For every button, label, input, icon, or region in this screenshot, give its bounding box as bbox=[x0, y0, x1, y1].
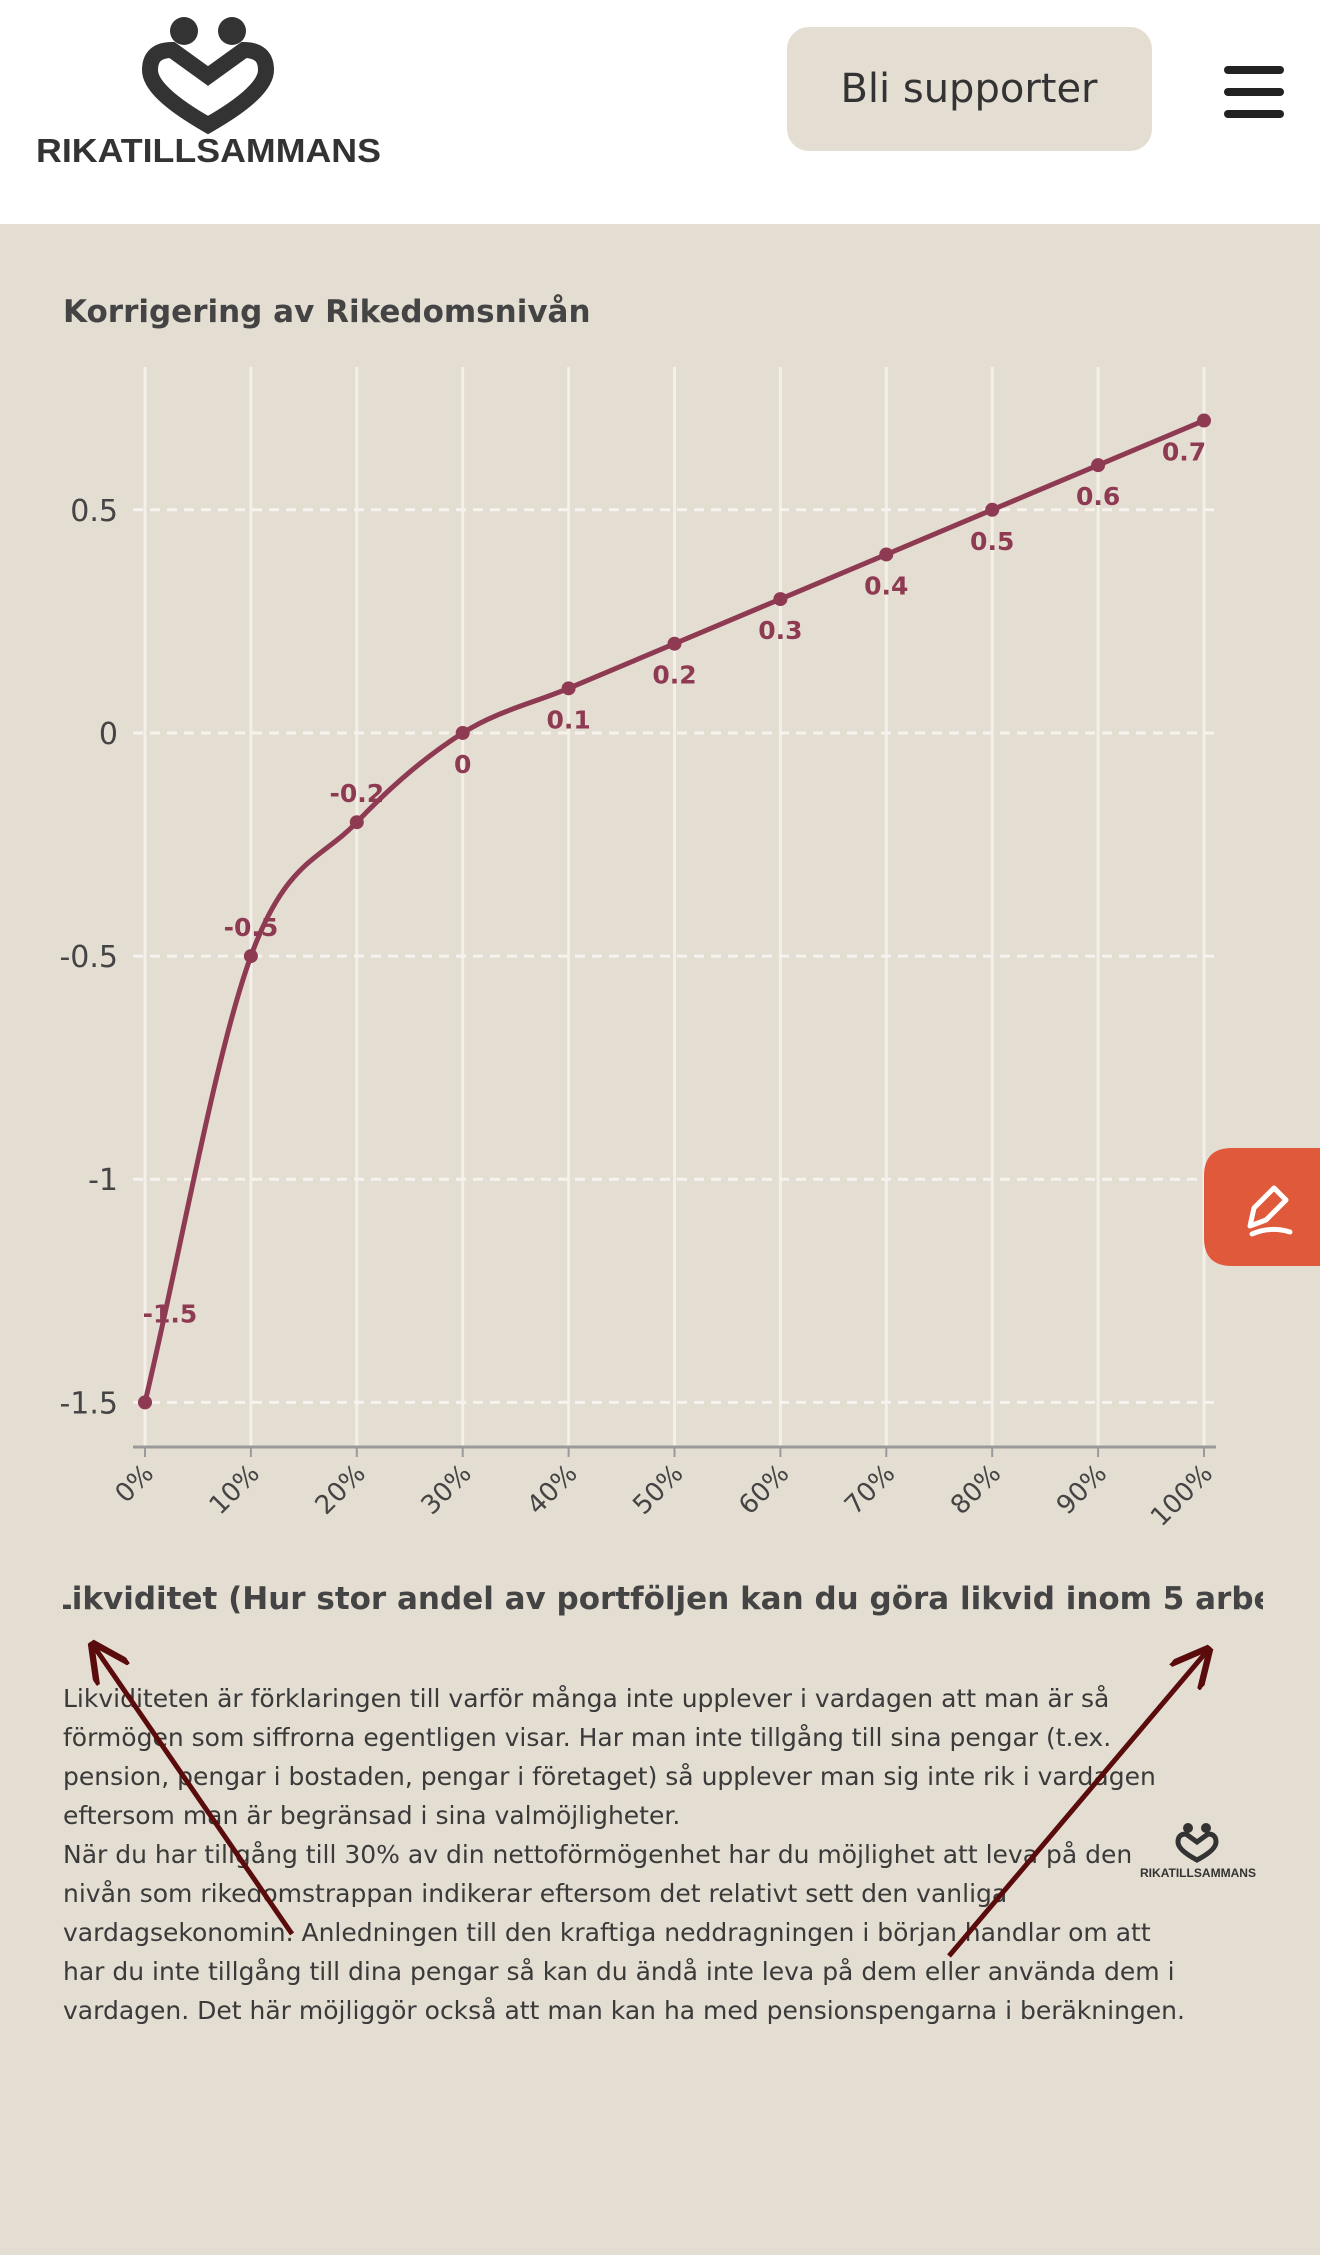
edit-button[interactable] bbox=[1204, 1148, 1320, 1266]
data-label: 0.1 bbox=[546, 705, 590, 734]
annotation-arrow bbox=[93, 1645, 295, 1936]
data-point bbox=[243, 949, 258, 964]
data-point bbox=[879, 547, 894, 562]
data-point bbox=[773, 592, 788, 607]
y-tick-label: 0 bbox=[99, 717, 118, 752]
data-point bbox=[1197, 413, 1211, 428]
paragraph-line: vardagsekonomin. Anledningen till den kr… bbox=[63, 1918, 1151, 1947]
chart-title: Korrigering av Rikedomsnivån bbox=[63, 294, 591, 330]
paragraph-line: nivån som rikedomstrappan indikerar efte… bbox=[63, 1879, 1007, 1908]
supporter-button-label[interactable]: Bli supporter bbox=[840, 66, 1098, 112]
data-label: -0.2 bbox=[329, 779, 384, 808]
paragraph-line: förmögen som siffrorna egentligen visar.… bbox=[63, 1723, 1111, 1752]
y-tick-label: 0.5 bbox=[70, 494, 118, 529]
menu-icon[interactable] bbox=[1224, 66, 1284, 118]
data-point bbox=[561, 681, 576, 696]
content-bg bbox=[0, 224, 1320, 2255]
edit-icon bbox=[1247, 1185, 1293, 1237]
data-label: 0.2 bbox=[652, 661, 696, 690]
data-point bbox=[138, 1395, 152, 1410]
logo-text: RIKATILLSAMMANS bbox=[36, 132, 381, 169]
y-tick-label: -1.5 bbox=[59, 1386, 118, 1421]
data-label: 0.7 bbox=[1162, 438, 1206, 467]
paragraph-line: vardagen. Det här möjliggör också att ma… bbox=[63, 1996, 1185, 2025]
y-tick-label: -0.5 bbox=[59, 940, 118, 975]
data-label: 0 bbox=[454, 750, 471, 779]
section-heading: Likviditet (Hur stor andel av portföljen… bbox=[52, 1581, 1320, 1617]
paragraph-line: När du har tillgång till 30% av din nett… bbox=[63, 1840, 1132, 1869]
data-point bbox=[455, 725, 470, 740]
data-label: 0.6 bbox=[1076, 482, 1120, 511]
paragraph-line: eftersom man är begränsad i sina valmöjl… bbox=[63, 1801, 680, 1830]
data-label: 0.4 bbox=[864, 571, 908, 600]
logo[interactable]: RIKATILLSAMMANS bbox=[36, 17, 381, 169]
data-label: -0.5 bbox=[224, 913, 279, 942]
section-heading-wrap: Likviditet (Hur stor andel av portföljen… bbox=[52, 1581, 1320, 1617]
paragraph-line: har du inte tillgång till dina pengar så… bbox=[63, 1957, 1175, 1986]
data-point bbox=[349, 815, 364, 830]
annotation-arrow bbox=[947, 1650, 1208, 1958]
supporter-button[interactable] bbox=[787, 27, 1152, 151]
y-tick-label: -1 bbox=[88, 1163, 118, 1198]
data-point bbox=[1091, 458, 1106, 473]
data-label: -1.5 bbox=[143, 1299, 198, 1328]
small-logo: RIKATILLSAMMANS bbox=[1140, 1823, 1256, 1880]
data-label: 0.3 bbox=[758, 616, 802, 645]
small-logo-text: RIKATILLSAMMANS bbox=[1140, 1866, 1256, 1880]
data-point bbox=[985, 502, 1000, 517]
paragraph-line: pension, pengar i bostaden, pengar i för… bbox=[63, 1762, 1156, 1791]
data-label: 0.5 bbox=[970, 527, 1014, 556]
paragraph-line: Likviditeten är förklaringen till varför… bbox=[63, 1684, 1109, 1713]
paragraph: Likviditeten är förklaringen till varför… bbox=[63, 1684, 1185, 2025]
data-point bbox=[667, 636, 682, 651]
